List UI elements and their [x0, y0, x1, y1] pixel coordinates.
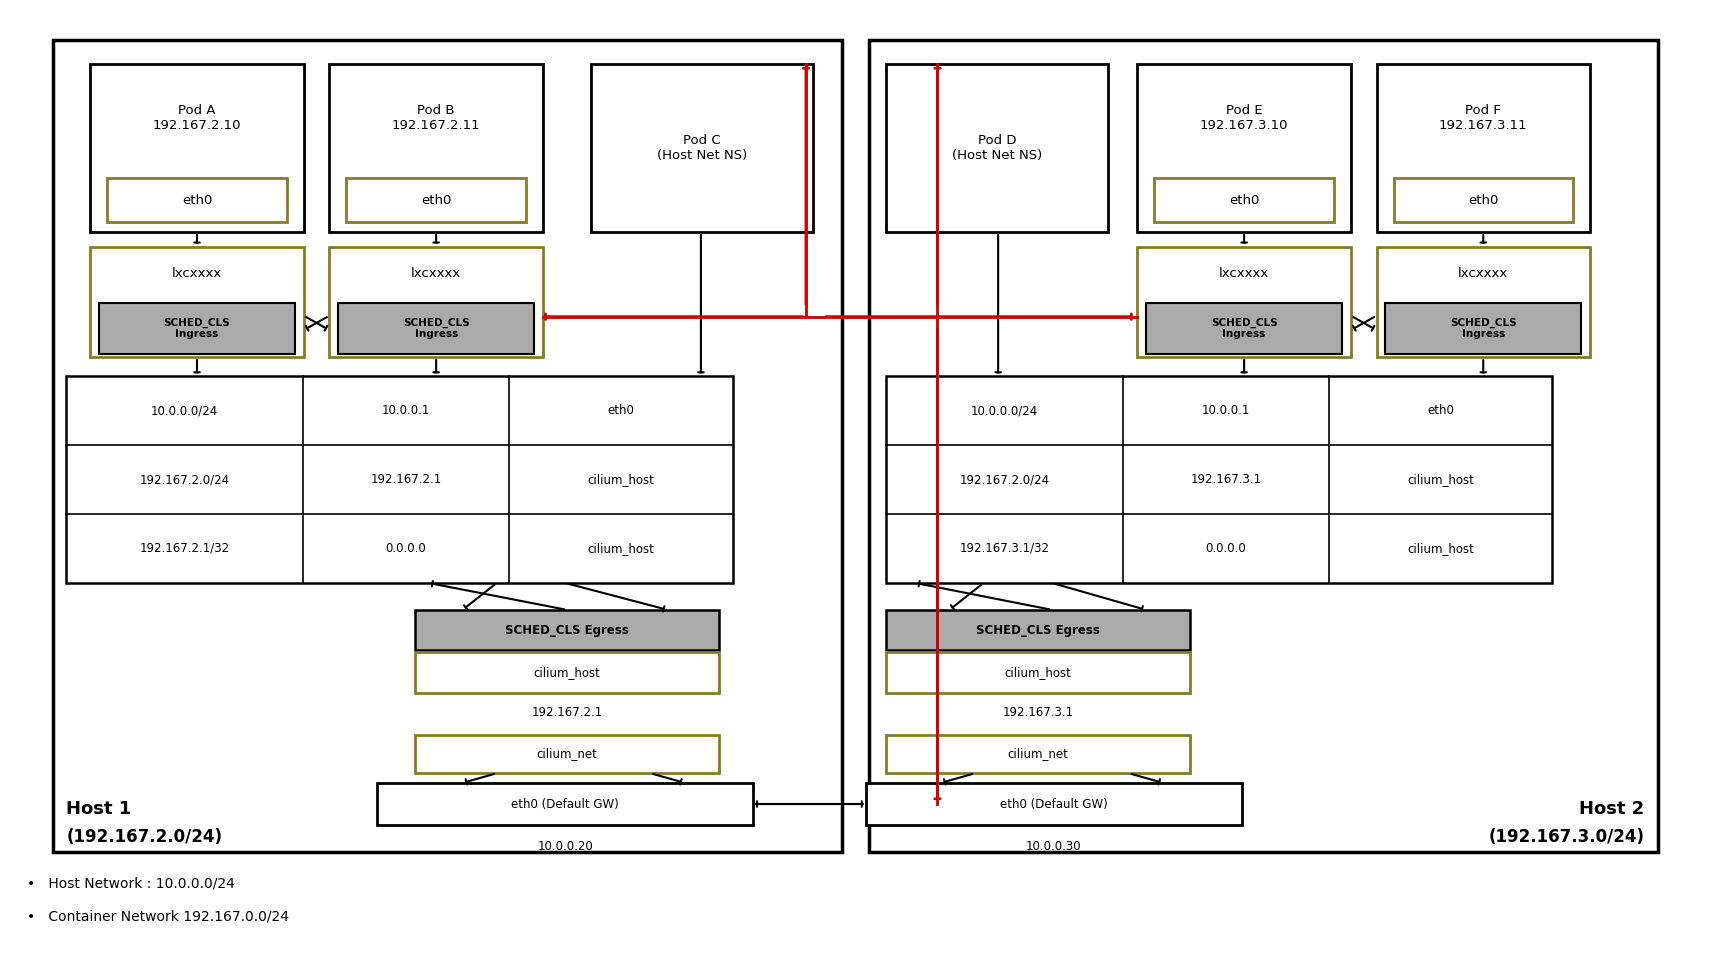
Text: SCHED_CLS Egress: SCHED_CLS Egress [977, 624, 1100, 636]
Bar [886, 735, 1191, 773]
Bar [330, 247, 542, 357]
Text: eth0: eth0 [607, 404, 635, 417]
Text: Host 1: Host 1 [67, 800, 132, 817]
Text: Pod C
(Host Net NS): Pod C (Host Net NS) [657, 134, 748, 162]
Bar [376, 783, 753, 825]
Text: 192.167.2.0/24: 192.167.2.0/24 [140, 473, 229, 486]
Text: cilium_net: cilium_net [536, 747, 597, 761]
Text: 192.167.2.1: 192.167.2.1 [530, 706, 602, 719]
Bar [108, 178, 287, 222]
Text: 192.167.3.1: 192.167.3.1 [1191, 473, 1261, 486]
Text: eth0: eth0 [1468, 194, 1499, 206]
Text: Pod D
(Host Net NS): Pod D (Host Net NS) [951, 134, 1042, 162]
Text: 10.0.0.0/24: 10.0.0.0/24 [151, 404, 219, 417]
Text: 192.167.2.1/32: 192.167.2.1/32 [140, 542, 229, 555]
Text: eth0 (Default GW): eth0 (Default GW) [999, 797, 1107, 811]
Text: lxcxxxx: lxcxxxx [1458, 266, 1509, 280]
Text: eth0 (Default GW): eth0 (Default GW) [512, 797, 619, 811]
Bar [1146, 303, 1343, 354]
Bar [1155, 178, 1335, 222]
Text: 10.0.0.20: 10.0.0.20 [537, 840, 594, 853]
Bar [414, 652, 719, 692]
Bar [886, 652, 1191, 692]
Text: 10.0.0.1: 10.0.0.1 [1201, 404, 1251, 417]
Bar [1393, 178, 1572, 222]
Bar [414, 610, 719, 650]
Text: cilium_host: cilium_host [1004, 666, 1071, 679]
Text: eth0: eth0 [421, 194, 452, 206]
Text: 192.167.2.1: 192.167.2.1 [371, 473, 441, 486]
Text: cilium_host: cilium_host [534, 666, 601, 679]
Text: lxcxxxx: lxcxxxx [171, 266, 222, 280]
Bar [414, 735, 719, 773]
Bar [1384, 303, 1581, 354]
Text: 192.167.2.0/24: 192.167.2.0/24 [960, 473, 1049, 486]
Bar [1377, 64, 1590, 232]
Bar [866, 783, 1242, 825]
Bar [330, 64, 542, 232]
Text: lxcxxxx: lxcxxxx [411, 266, 462, 280]
Text: SCHED_CLS
Ingress: SCHED_CLS Ingress [402, 317, 469, 339]
Bar [869, 40, 1658, 852]
Bar [886, 610, 1191, 650]
Bar [1138, 64, 1352, 232]
Bar [1138, 247, 1352, 357]
Text: lxcxxxx: lxcxxxx [1218, 266, 1270, 280]
Bar [590, 64, 813, 232]
Text: Pod F
192.167.3.11: Pod F 192.167.3.11 [1439, 104, 1528, 132]
Text: cilium_host: cilium_host [587, 542, 654, 555]
Text: 192.167.3.1: 192.167.3.1 [1003, 706, 1075, 719]
Bar [346, 178, 525, 222]
Text: eth0: eth0 [1228, 194, 1259, 206]
Text: SCHED_CLS
Ingress: SCHED_CLS Ingress [1211, 317, 1278, 339]
Bar [1377, 247, 1590, 357]
Text: 10.0.0.30: 10.0.0.30 [1027, 840, 1081, 853]
Text: •   Host Network : 10.0.0.0/24: • Host Network : 10.0.0.0/24 [27, 877, 234, 891]
Text: Pod A
192.167.2.10: Pod A 192.167.2.10 [152, 104, 241, 132]
Text: 0.0.0.0: 0.0.0.0 [1206, 542, 1246, 555]
Bar [886, 64, 1109, 232]
Text: SCHED_CLS
Ingress: SCHED_CLS Ingress [1449, 317, 1516, 339]
Bar [337, 303, 534, 354]
Text: SCHED_CLS Egress: SCHED_CLS Egress [505, 624, 628, 636]
Bar [91, 64, 305, 232]
Text: cilium_host: cilium_host [1408, 473, 1475, 486]
Text: cilium_net: cilium_net [1008, 747, 1069, 761]
Text: 10.0.0.0/24: 10.0.0.0/24 [970, 404, 1039, 417]
Bar [886, 376, 1552, 583]
Text: SCHED_CLS
Ingress: SCHED_CLS Ingress [164, 317, 231, 339]
Text: (192.167.2.0/24): (192.167.2.0/24) [67, 828, 222, 845]
Bar [91, 247, 305, 357]
Text: •   Container Network 192.167.0.0/24: • Container Network 192.167.0.0/24 [27, 909, 289, 924]
Text: Pod E
192.167.3.10: Pod E 192.167.3.10 [1199, 104, 1288, 132]
Text: Host 2: Host 2 [1579, 800, 1644, 817]
Text: cilium_host: cilium_host [1408, 542, 1475, 555]
Text: 10.0.0.1: 10.0.0.1 [382, 404, 429, 417]
Text: eth0: eth0 [1427, 404, 1454, 417]
Text: cilium_host: cilium_host [587, 473, 654, 486]
Text: (192.167.3.0/24): (192.167.3.0/24) [1489, 828, 1644, 845]
Text: 0.0.0.0: 0.0.0.0 [385, 542, 426, 555]
Text: 192.167.3.1/32: 192.167.3.1/32 [960, 542, 1049, 555]
Bar [99, 303, 296, 354]
Bar [53, 40, 842, 852]
Text: Pod B
192.167.2.11: Pod B 192.167.2.11 [392, 104, 481, 132]
Text: eth0: eth0 [181, 194, 212, 206]
Bar [67, 376, 732, 583]
